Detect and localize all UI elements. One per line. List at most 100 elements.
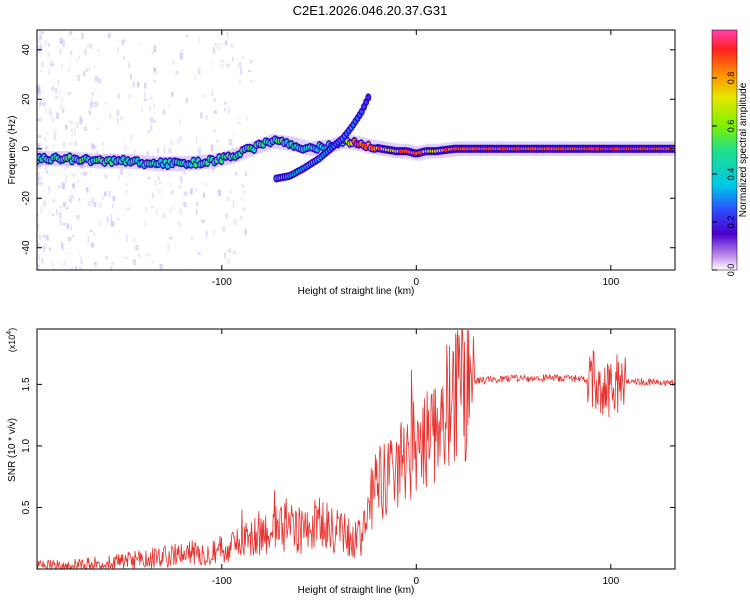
spectrogram-noise-cell [239, 215, 241, 222]
spectrogram-noise-cell [69, 31, 72, 35]
spectrogram-noise-cell [198, 37, 200, 43]
spectrogram-noise-cell [169, 208, 172, 214]
spectrogram-noise-cell [71, 183, 74, 188]
spectrogram-noise-cell [69, 171, 71, 176]
spectrogram-noise-cell [150, 124, 153, 132]
spectrogram-noise-cell [77, 252, 81, 255]
spectrogram-noise-cell [83, 71, 86, 77]
spectrogram-noise-cell [94, 101, 99, 108]
spectrogram-noise-cell [39, 102, 41, 109]
spectrogram-noise-cell [62, 39, 66, 47]
spectrogram-noise-cell [233, 218, 237, 225]
spectrogram-noise-cell [71, 235, 75, 238]
spectrogram-noise-cell [225, 40, 228, 46]
spectrogram-noise-cell [38, 268, 41, 270]
spectrogram-noise-cell [91, 197, 94, 204]
colorbar-tick-label: 0.4 [726, 168, 736, 181]
spectrogram-ytick-label: 40 [21, 44, 32, 56]
spectrogram-branch-core [366, 95, 371, 100]
snr-multiplier-text: (x10 [7, 335, 17, 353]
spectrogram-noise-cell [37, 224, 39, 230]
spectrogram-noise-cell [205, 182, 207, 187]
spectrogram-noise-cell [180, 176, 183, 183]
spectrogram-noise-cell [98, 201, 102, 208]
spectrogram-noise-cell [125, 234, 128, 242]
spectrogram-noise-cell [45, 40, 47, 46]
spectrogram-noise-cell [66, 223, 69, 230]
spectrogram-noise-cell [52, 58, 54, 63]
spectrogram-noise-cell [120, 115, 124, 121]
spectrogram-noise-cell [242, 56, 244, 60]
spectrogram-noise-cell [233, 251, 236, 255]
spectrogram-hot-spot [560, 147, 564, 151]
spectrogram-noise-cell [175, 70, 179, 75]
spectrogram-noise-cell [76, 121, 78, 129]
colorbar-tick-label: 0.0 [726, 264, 736, 277]
spectrogram-noise-cell [38, 255, 41, 260]
spectrogram-noise-cell [89, 229, 93, 233]
spectrogram-noise-cell [230, 43, 234, 48]
spectrogram-noise-cell [61, 182, 65, 190]
spectrogram-hot-spot [589, 147, 594, 151]
spectrogram-noise-cell [156, 187, 159, 191]
spectrogram-noise-cell [212, 47, 216, 54]
spectrogram-noise-cell [150, 117, 154, 123]
spectrogram-noise-cell [44, 165, 48, 171]
spectrogram-noise-cell [169, 181, 171, 187]
spectrogram-noise-cell [117, 93, 120, 99]
spectrogram-noise-cell [56, 208, 58, 215]
spectrogram-noise-cell [110, 265, 113, 270]
spectrogram-noise-cell [143, 98, 147, 101]
spectrogram-noise-cell [127, 63, 131, 68]
spectrogram-noise-cell [197, 251, 201, 256]
spectrogram-noise-cell [240, 215, 244, 220]
spectrogram-noise-cell [79, 115, 81, 119]
spectrogram-noise-cell [213, 229, 215, 237]
spectrogram-noise-cell [90, 99, 93, 105]
spectrogram-noise-cell [168, 148, 172, 154]
spectrogram-noise-cell [48, 211, 51, 216]
spectrogram-noise-cell [75, 266, 77, 270]
spectrogram-noise-cell [150, 205, 154, 209]
spectrogram-noise-cell [77, 179, 79, 183]
spectrogram-noise-cell [153, 45, 157, 52]
spectrogram-noise-cell [124, 189, 129, 193]
spectrogram-noise-cell [186, 205, 188, 208]
spectrogram-noise-cell [104, 153, 106, 160]
spectrogram-noise-cell [124, 145, 128, 152]
spectrogram-hot-spot [412, 151, 417, 155]
spectrogram-noise-cell [37, 150, 41, 155]
spectrogram-noise-cell [38, 177, 42, 184]
spectrogram-noise-cell [238, 121, 241, 124]
spectrogram-noise-cell [103, 191, 107, 195]
spectrogram-noise-cell [53, 133, 57, 140]
spectrogram-noise-cell [48, 108, 52, 115]
spectrogram-noise-cell [37, 164, 40, 169]
spectrogram-noise-cell [194, 75, 197, 81]
spectrogram-xlabel: Height of straight line (km) [298, 286, 415, 297]
spectrogram-noise-cell [235, 171, 238, 176]
spectrogram-hot-spot [531, 147, 535, 151]
spectrogram-noise-cell [130, 73, 132, 80]
spectrogram-noise-cell [106, 216, 109, 223]
spectrogram-noise-cell [40, 101, 43, 104]
spectrogram-noise-cell [244, 228, 247, 236]
spectrogram-noise-cell [51, 264, 55, 267]
spectrogram-noise-cell [145, 206, 147, 212]
spectrogram-noise-cell [51, 118, 55, 123]
spectrogram-noise-cell [37, 45, 41, 53]
spectrogram-noise-cell [180, 48, 184, 54]
spectrogram-noise-cell [70, 268, 74, 270]
spectrogram-noise-cell [137, 81, 140, 88]
spectrogram-noise-cell [213, 110, 218, 114]
spectrogram-noise-cell [70, 225, 72, 231]
spectrogram-noise-cell [65, 175, 67, 183]
snr-panel: -100 0 100 0.5 1.0 1.5 Height of straight lin… [6, 328, 676, 596]
spectrogram-noise-cell [69, 198, 72, 203]
spectrogram-noise-cell [39, 184, 42, 187]
spectrogram-noise-cell [89, 97, 93, 100]
spectrogram-noise-cell [242, 190, 245, 194]
spectrogram-noise-cell [224, 101, 227, 105]
spectrogram-noise-cell [200, 112, 203, 119]
spectrogram-noise-cell [37, 182, 40, 185]
